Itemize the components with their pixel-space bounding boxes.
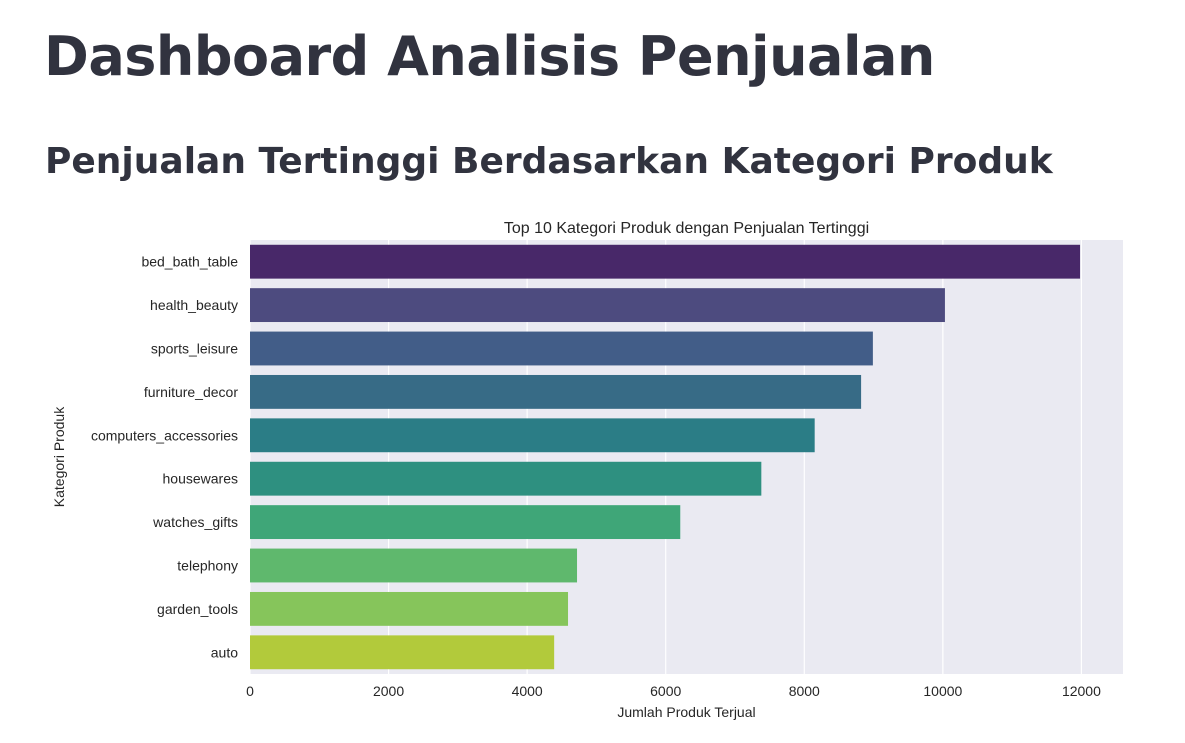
x-tick-label: 0 xyxy=(246,683,254,699)
y-tick-label: watches_gifts xyxy=(152,514,238,530)
bar-sports_leisure xyxy=(250,331,873,366)
y-tick-label: furniture_decor xyxy=(144,384,239,400)
bar-garden_tools xyxy=(250,591,569,626)
x-tick-label: 4000 xyxy=(512,683,543,699)
bar-bed_bath_table xyxy=(250,244,1081,279)
bar-housewares xyxy=(250,461,762,496)
y-tick-label: auto xyxy=(211,644,238,660)
y-tick-label: housewares xyxy=(163,471,239,487)
page-title: Dashboard Analisis Penjualan xyxy=(44,25,935,88)
y-tick-labels: bed_bath_table health_beauty sports_leisur… xyxy=(91,254,238,661)
x-tick-labels: 0 2000 4000 6000 8000 10000 12000 xyxy=(246,683,1101,699)
x-tick-label: 12000 xyxy=(1062,683,1101,699)
y-axis-label: Kategori Produk xyxy=(51,406,67,507)
bar-telephony xyxy=(250,548,578,583)
bars xyxy=(250,244,1081,670)
y-tick-label: computers_accessories xyxy=(91,427,238,443)
bar-watches_gifts xyxy=(250,505,681,540)
chart-title: Top 10 Kategori Produk dengan Penjualan … xyxy=(504,220,869,237)
section-title: Penjualan Tertinggi Berdasarkan Kategori… xyxy=(45,141,1053,182)
x-tick-label: 6000 xyxy=(650,683,681,699)
y-tick-label: garden_tools xyxy=(157,601,238,617)
x-axis-label: Jumlah Produk Terjual xyxy=(617,704,755,720)
y-tick-label: health_beauty xyxy=(150,297,238,313)
y-tick-label: bed_bath_table xyxy=(141,254,238,270)
bar-computers_accessories xyxy=(250,418,815,453)
bar-furniture_decor xyxy=(250,374,862,409)
bar-auto xyxy=(250,635,555,670)
y-tick-label: sports_leisure xyxy=(151,341,238,357)
x-tick-label: 10000 xyxy=(923,683,962,699)
x-tick-label: 2000 xyxy=(373,683,404,699)
x-tick-label: 8000 xyxy=(789,683,820,699)
y-tick-label: telephony xyxy=(177,558,238,574)
bar-health_beauty xyxy=(250,288,945,323)
